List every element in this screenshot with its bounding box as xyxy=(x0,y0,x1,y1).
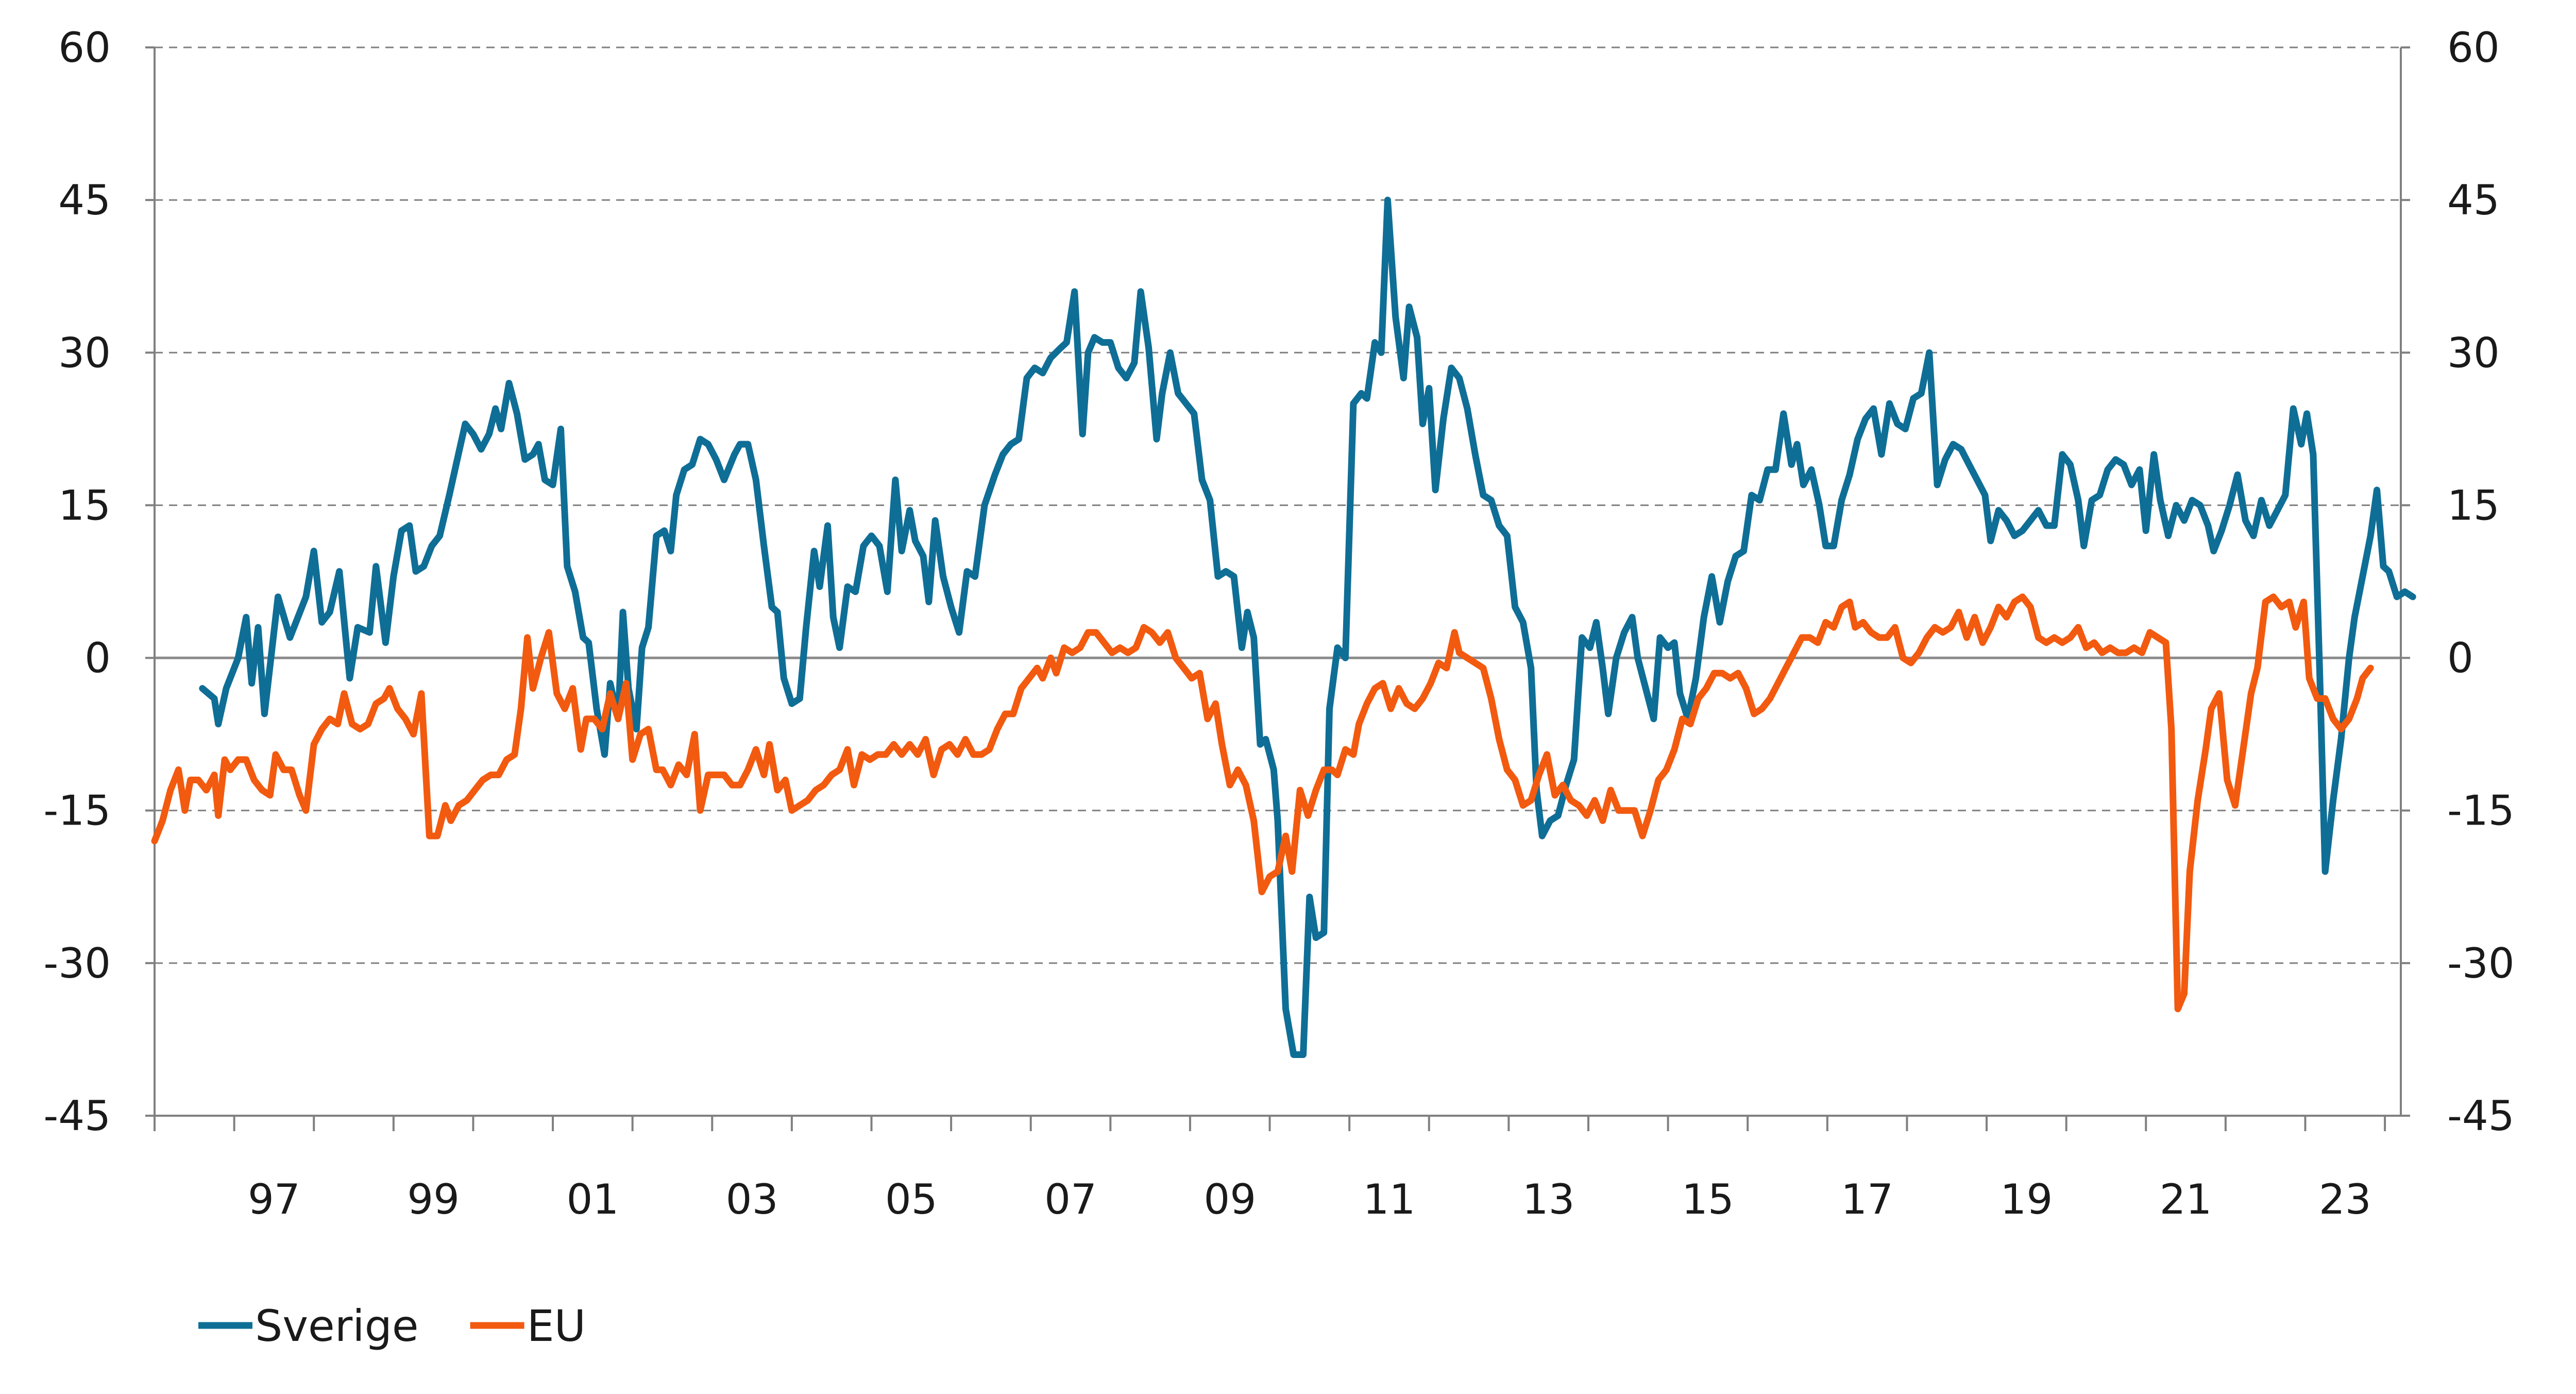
axes: 60 45 30 15 0 -15 -30 -45 60 45 30 15 0 -15 -30 -45 97 99… xyxy=(43,24,2514,1223)
legend-label-sverige: Sverige xyxy=(255,1301,419,1351)
x-tick-label: 97 xyxy=(248,1175,300,1223)
series-line-eu xyxy=(151,593,2374,1013)
y-tick-label-right: 45 xyxy=(2447,176,2500,224)
x-tick-label: 05 xyxy=(885,1175,938,1223)
x-tick-label: 11 xyxy=(1363,1175,1416,1223)
y-tick-label-left: -45 xyxy=(43,1092,111,1140)
y-tick-label-left: 15 xyxy=(58,481,111,529)
y-tick-label-right: -15 xyxy=(2447,787,2515,835)
y-tick-label-right: 0 xyxy=(2447,634,2473,682)
y-tick-label-right: 30 xyxy=(2447,329,2500,377)
y-tick-label-left: -15 xyxy=(43,787,111,835)
x-tick-label: 99 xyxy=(407,1175,460,1223)
y-tick-label-left: 60 xyxy=(58,24,111,72)
legend: Sverige EU xyxy=(198,1301,586,1351)
x-tick-label: 21 xyxy=(2160,1175,2212,1223)
y-tick-label-right: 15 xyxy=(2447,481,2500,529)
y-tick-label-left: 45 xyxy=(58,176,111,224)
series-lines xyxy=(151,196,2416,1058)
y-tick-label-left: -30 xyxy=(43,939,111,987)
y-tick-label-right: -45 xyxy=(2447,1092,2515,1140)
x-tick-label: 13 xyxy=(1522,1175,1575,1223)
y-tick-label-left: 30 xyxy=(58,329,111,377)
x-tick-label: 07 xyxy=(1044,1175,1097,1223)
y-tick-label-left: 0 xyxy=(84,634,111,682)
x-tick-label: 19 xyxy=(2000,1175,2053,1223)
x-tick-label: 09 xyxy=(1204,1175,1256,1223)
x-tick-label: 01 xyxy=(566,1175,619,1223)
legend-label-eu: EU xyxy=(527,1301,586,1351)
x-tick-label: 03 xyxy=(726,1175,778,1223)
x-tick-label: 15 xyxy=(1682,1175,1734,1223)
x-tick-label: 23 xyxy=(2319,1175,2371,1223)
x-tick-label: 17 xyxy=(1841,1175,1893,1223)
y-tick-label-right: 60 xyxy=(2447,24,2500,72)
y-tick-label-right: -30 xyxy=(2447,939,2515,987)
